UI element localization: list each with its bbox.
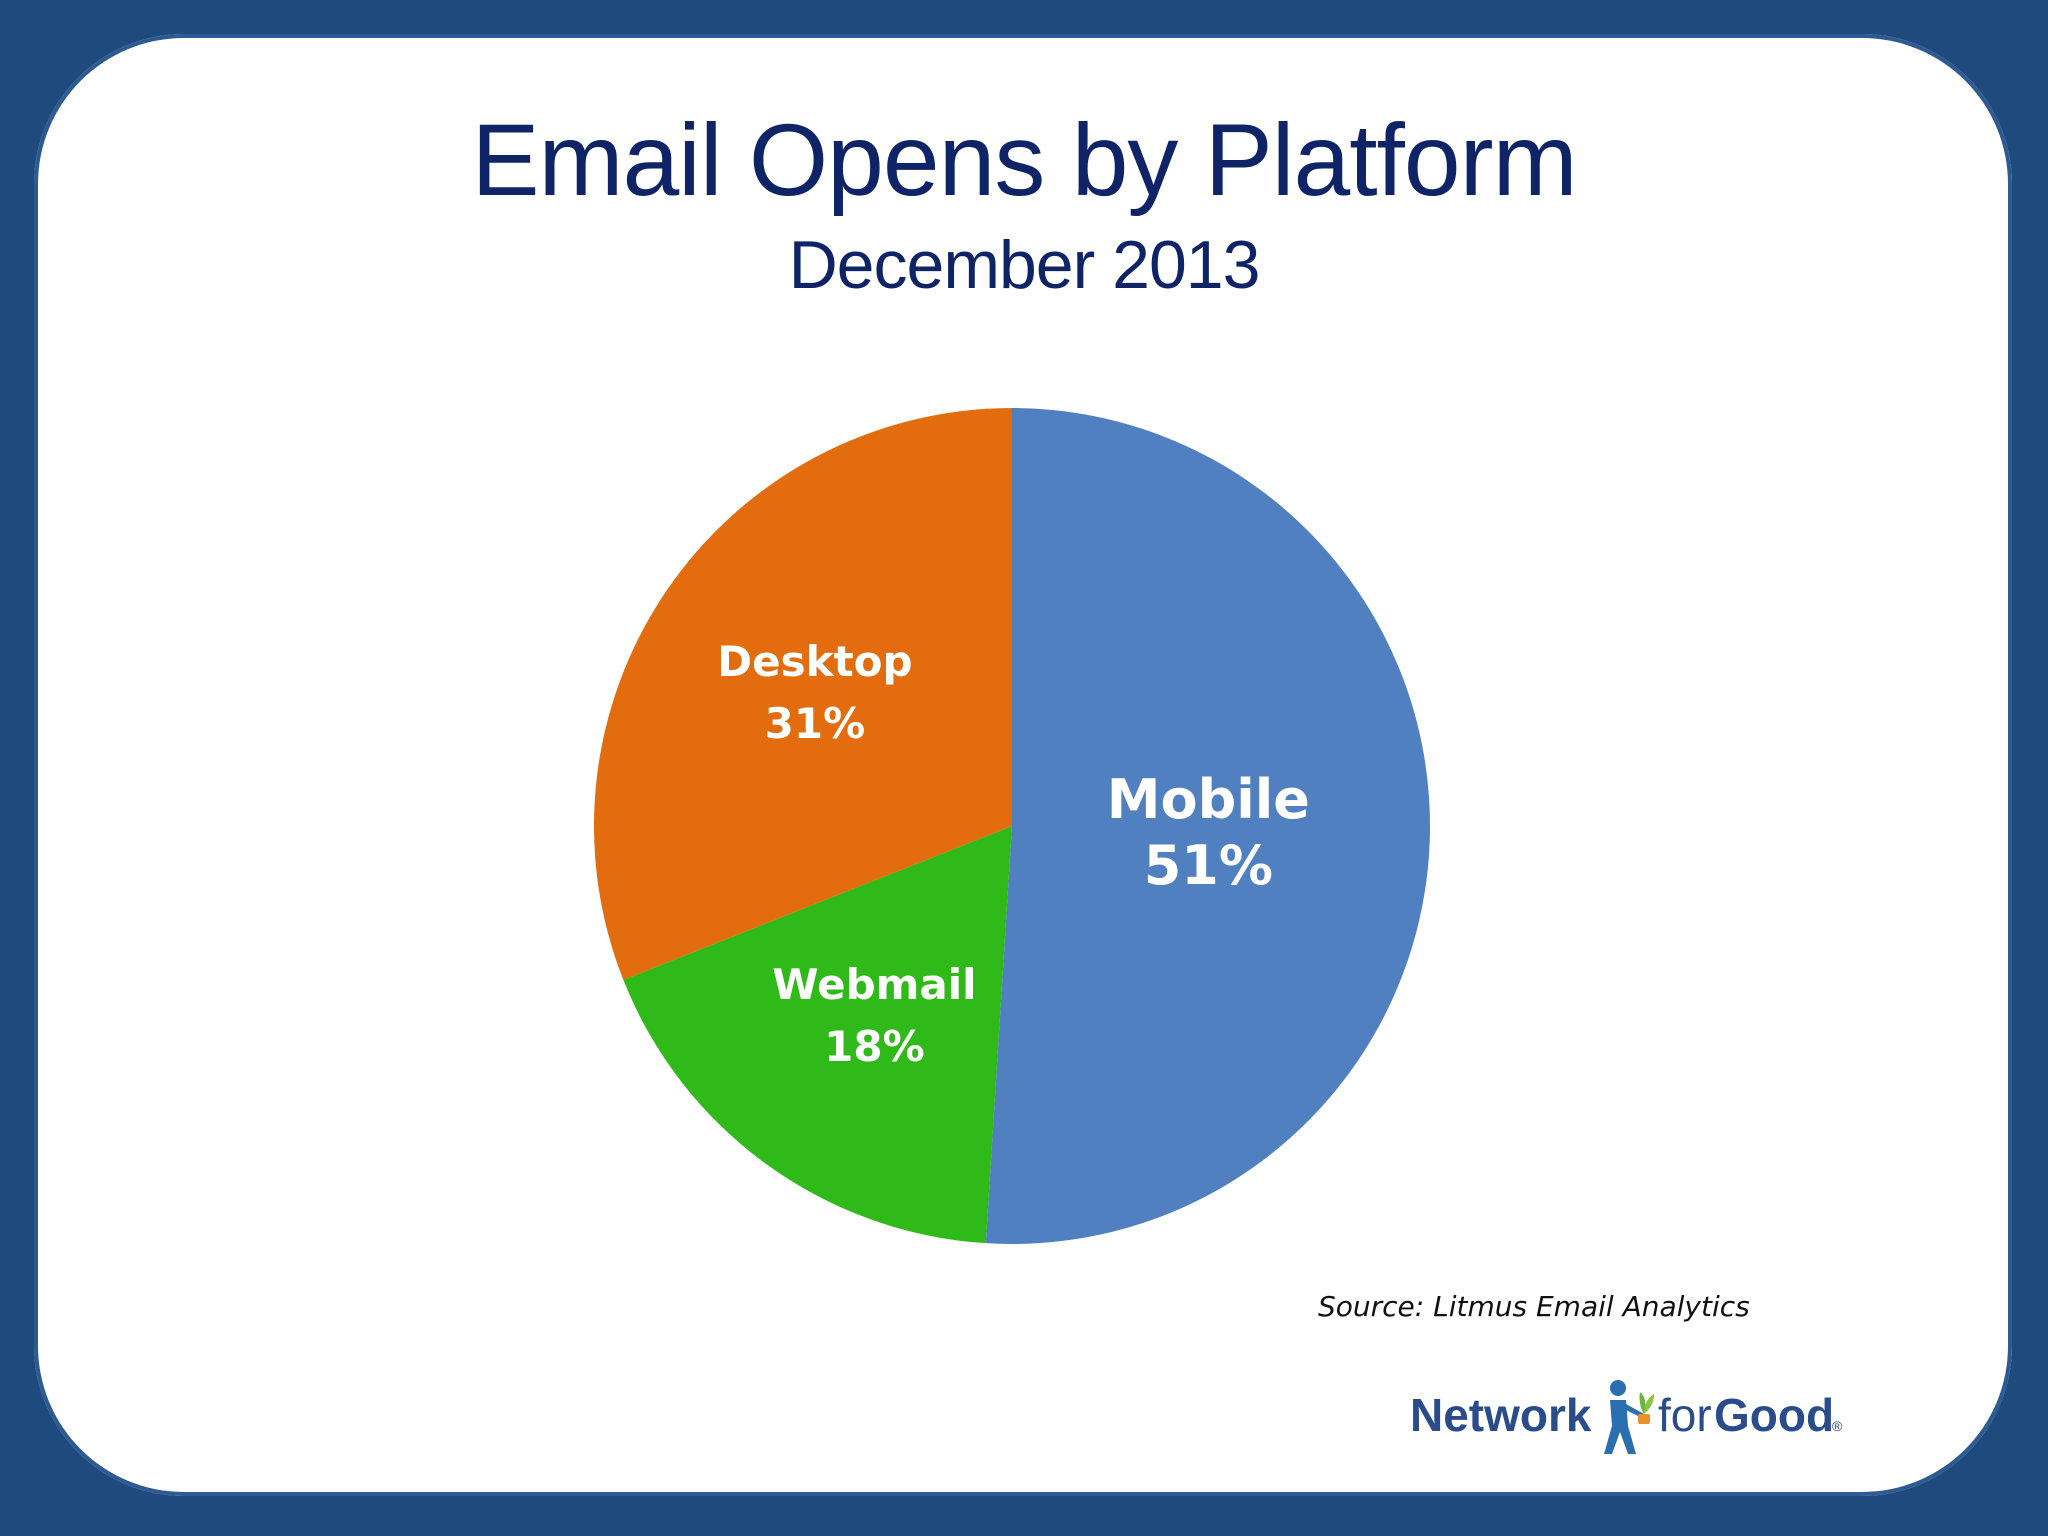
logo-word-network: Network <box>1410 1389 1592 1441</box>
logo-word-for: for <box>1658 1389 1712 1441</box>
slice-label-webmail: Webmail <box>772 960 976 1009</box>
pie-slice-webmail <box>623 826 1012 1244</box>
chart-title: Email Opens by Platform <box>471 103 1577 217</box>
pie-slice-desktop <box>594 408 1012 980</box>
slice-value-mobile: 51% <box>1144 834 1273 897</box>
person-holding-plant-icon <box>1604 1380 1654 1454</box>
slice-label-mobile: Mobile <box>1107 768 1310 831</box>
slice-label-desktop: Desktop <box>717 637 912 686</box>
network-for-good-logo: Network for Good ® <box>1410 1378 1860 1458</box>
chart-subtitle: December 2013 <box>788 227 1261 303</box>
pie-slice-mobile <box>985 408 1431 1245</box>
source-note: Source: Litmus Email Analytics <box>1318 1290 1750 1323</box>
slice-value-webmail: 18% <box>824 1022 925 1071</box>
logo-registered-mark: ® <box>1832 1418 1843 1434</box>
logo-word-good: Good <box>1714 1389 1835 1441</box>
slice-value-desktop: 31% <box>765 699 866 748</box>
